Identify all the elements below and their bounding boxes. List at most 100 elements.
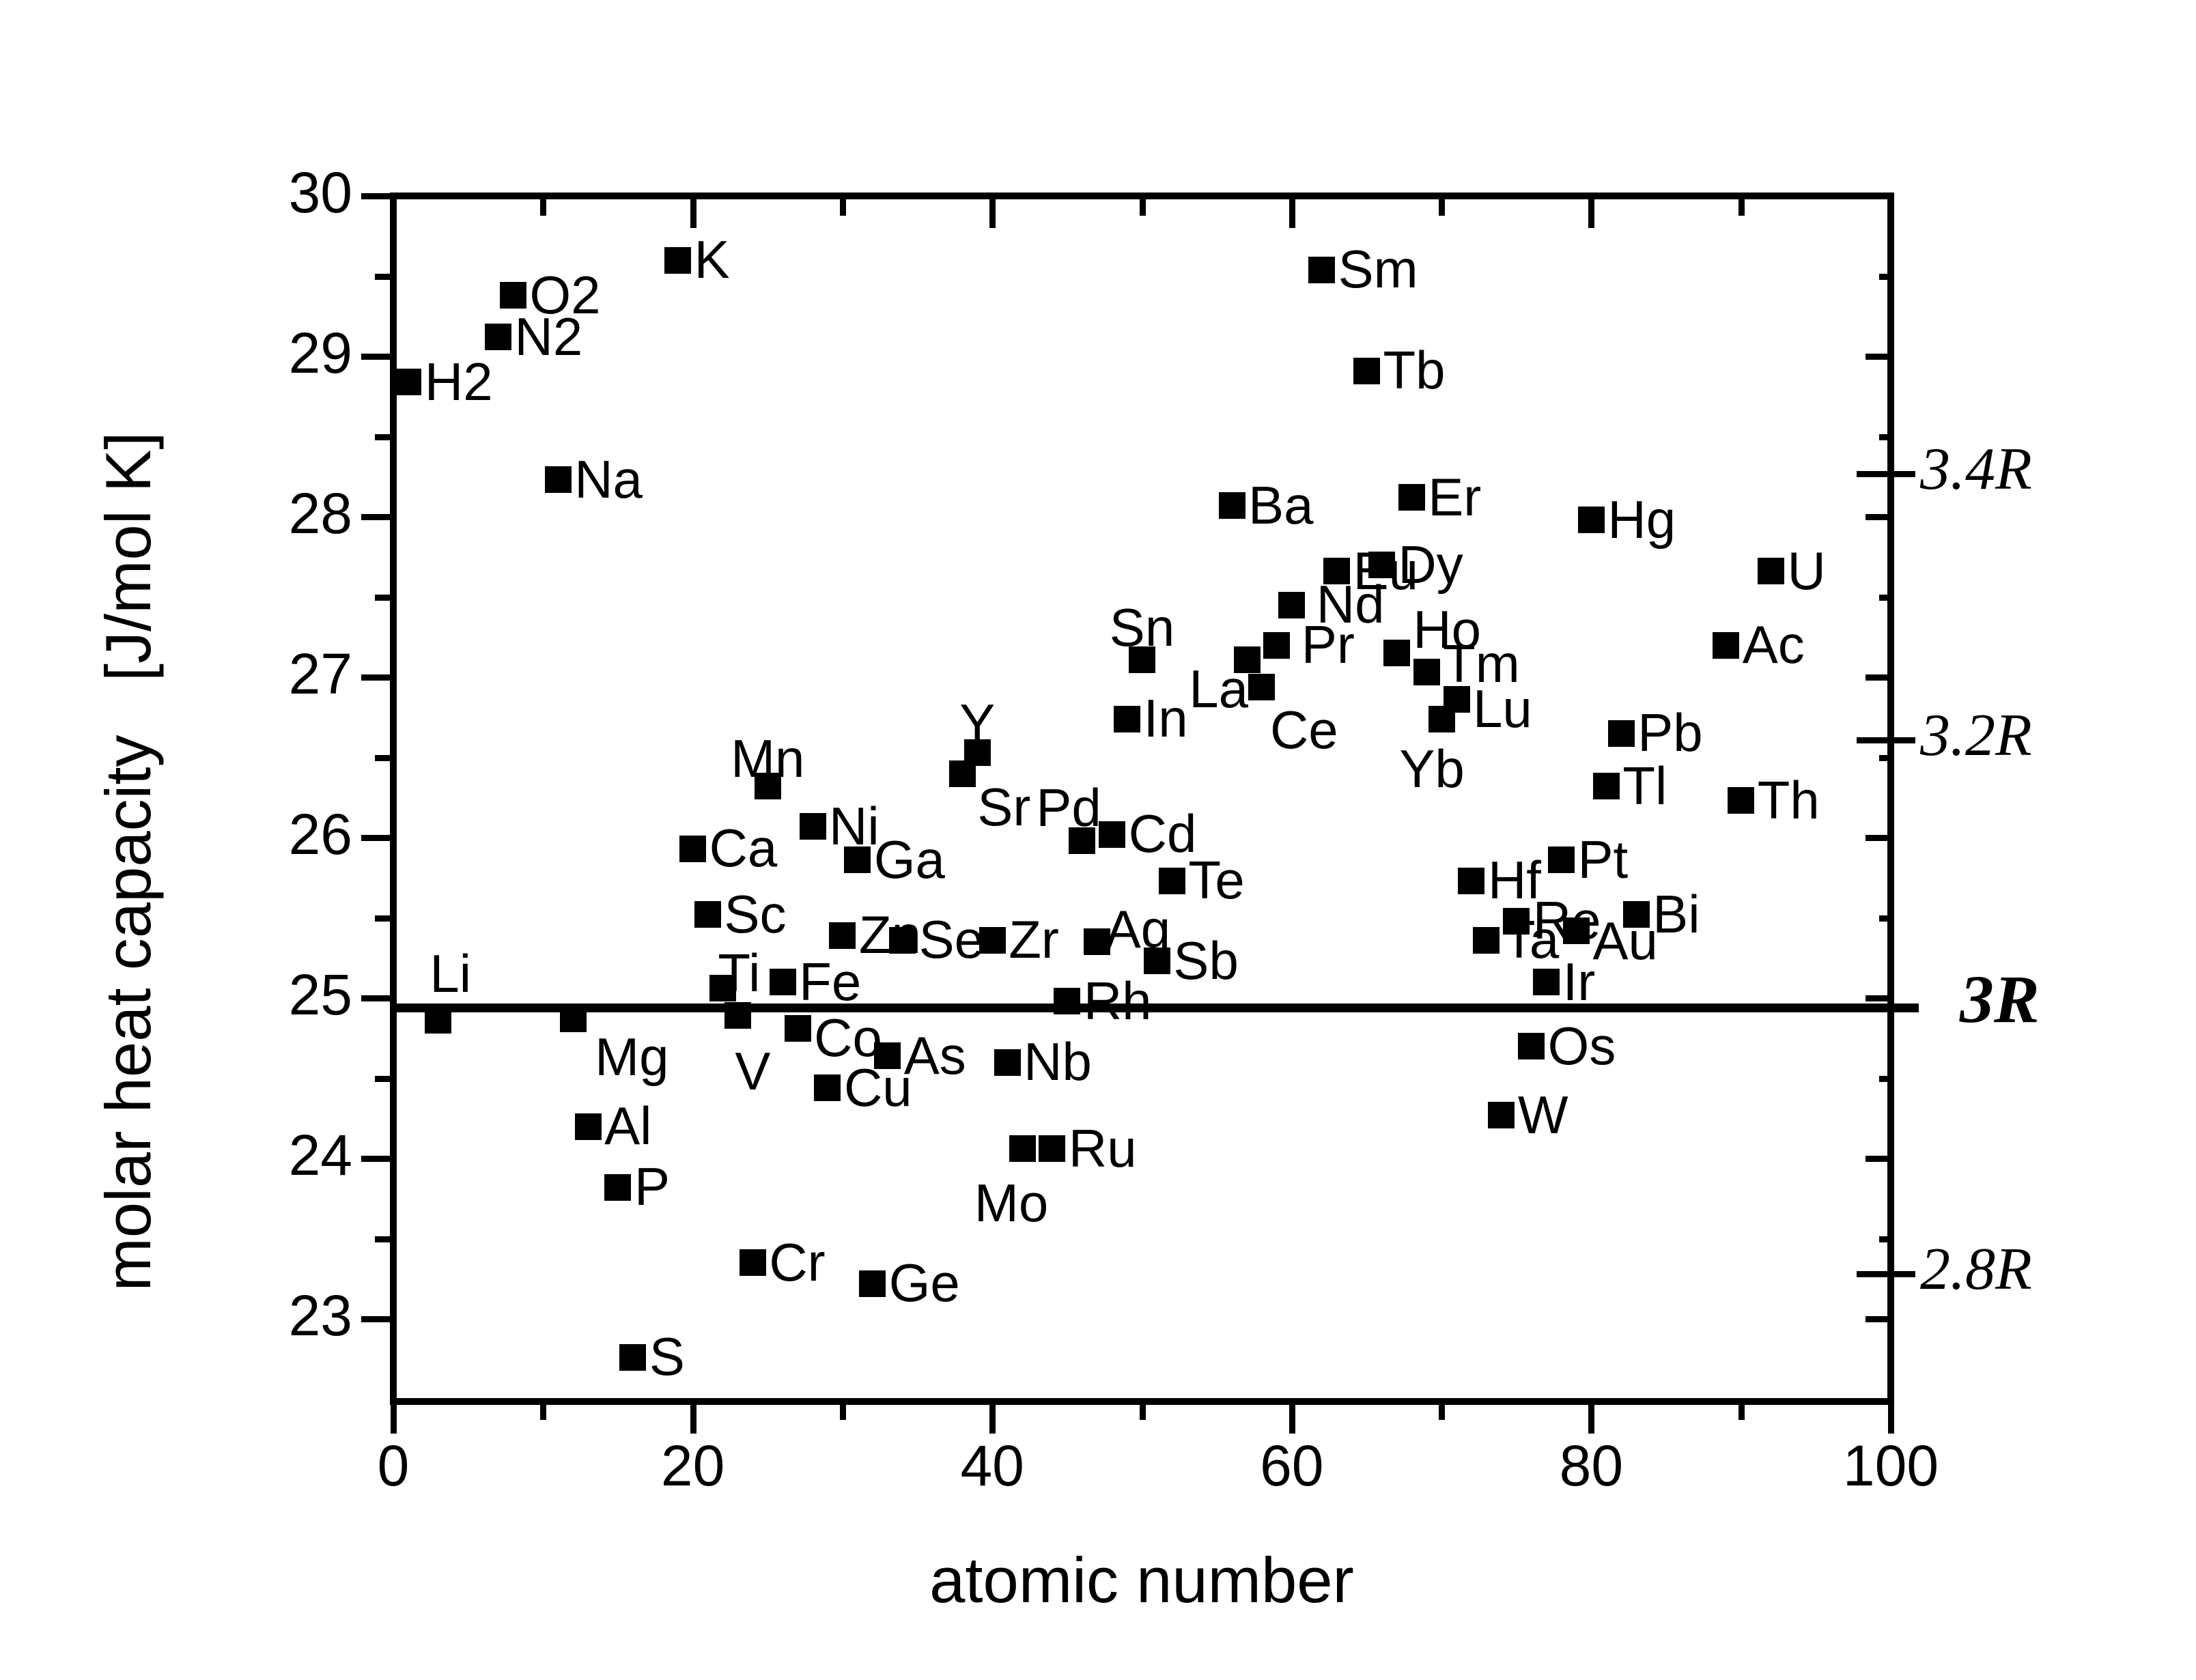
y-major-tick bbox=[361, 835, 390, 841]
y-major-tick-right bbox=[1866, 1156, 1894, 1162]
data-point-Ir bbox=[1533, 969, 1560, 995]
element-label-Ca: Ca bbox=[709, 818, 778, 879]
x-major-tick-top bbox=[989, 199, 996, 228]
x-major-tick-top bbox=[391, 199, 397, 228]
data-point-Au bbox=[1562, 917, 1590, 944]
y-minor-tick bbox=[375, 433, 390, 440]
element-label-Co: Co bbox=[814, 1007, 882, 1068]
element-label-Tl: Tl bbox=[1622, 755, 1667, 816]
y-minor-tick-right bbox=[1879, 754, 1894, 761]
element-label-Pr: Pr bbox=[1301, 614, 1355, 674]
element-label-Cd: Cd bbox=[1128, 803, 1197, 864]
y-minor-tick bbox=[375, 1236, 390, 1242]
x-tick-label: 60 bbox=[1260, 1434, 1324, 1498]
data-point-Mg bbox=[559, 1006, 587, 1033]
y-tick-label: 29 bbox=[288, 321, 352, 385]
data-point-Ce bbox=[1248, 673, 1276, 700]
element-label-Sb: Sb bbox=[1173, 930, 1239, 991]
data-point-Ho bbox=[1383, 640, 1410, 667]
element-label-K: K bbox=[694, 229, 730, 289]
x-tick-label: 40 bbox=[960, 1434, 1024, 1498]
y-major-tick-right bbox=[1866, 674, 1894, 681]
data-point-Nd bbox=[1278, 591, 1306, 618]
element-label-O2: O2 bbox=[529, 264, 601, 325]
data-point-U bbox=[1758, 558, 1785, 585]
x-tick-label: 80 bbox=[1559, 1434, 1624, 1498]
x-major-tick bbox=[690, 1404, 696, 1434]
data-point-In bbox=[1114, 705, 1141, 732]
element-label-Nd: Nd bbox=[1316, 574, 1385, 635]
y-tick-label: 26 bbox=[288, 802, 352, 866]
element-label-Sm: Sm bbox=[1338, 239, 1418, 300]
data-point-Re bbox=[1503, 907, 1530, 935]
element-label-Al: Al bbox=[604, 1096, 652, 1156]
x-major-tick-top bbox=[1588, 199, 1595, 228]
element-label-Li: Li bbox=[430, 943, 472, 1003]
element-label-Ru: Ru bbox=[1068, 1117, 1137, 1178]
x-minor-tick-top bbox=[1738, 199, 1745, 216]
element-label-Mg: Mg bbox=[595, 1026, 669, 1087]
element-label-N2: N2 bbox=[514, 306, 583, 367]
element-label-Pb: Pb bbox=[1637, 702, 1703, 763]
r-axis-tick bbox=[1857, 1271, 1915, 1278]
data-point-Pb bbox=[1607, 720, 1635, 747]
y-minor-tick bbox=[375, 915, 390, 922]
data-point-K bbox=[664, 246, 692, 274]
element-label-Ba: Ba bbox=[1248, 474, 1314, 535]
element-label-Hf: Hf bbox=[1487, 850, 1541, 911]
y-axis-title: molar heat capacity [J/mol K] bbox=[92, 431, 164, 1292]
y-minor-tick-right bbox=[1879, 1236, 1894, 1242]
data-point-Lu bbox=[1443, 686, 1470, 713]
data-point-S bbox=[619, 1343, 647, 1371]
x-minor-tick bbox=[1439, 1404, 1446, 1420]
element-label-Se: Se bbox=[918, 909, 985, 970]
data-point-Sb bbox=[1143, 948, 1170, 975]
data-point-Pt bbox=[1548, 846, 1575, 874]
y-major-tick-right bbox=[1866, 193, 1894, 199]
element-label-Lu: Lu bbox=[1473, 678, 1532, 739]
data-point-Os bbox=[1518, 1033, 1545, 1059]
data-point-Mo bbox=[1009, 1135, 1036, 1163]
y-major-tick bbox=[361, 193, 390, 199]
dulong-petit-3r-line bbox=[390, 1003, 1919, 1013]
data-point-Sn bbox=[1129, 646, 1155, 673]
data-point-O2 bbox=[499, 282, 526, 309]
data-point-Na bbox=[544, 466, 572, 494]
y-tick-label: 27 bbox=[288, 642, 352, 706]
data-point-Sm bbox=[1308, 256, 1336, 283]
x-major-tick bbox=[391, 1404, 397, 1434]
element-label-Ge: Ge bbox=[888, 1253, 960, 1313]
element-label-Cr: Cr bbox=[769, 1231, 826, 1292]
data-point-Cr bbox=[739, 1249, 766, 1277]
x-minor-tick-top bbox=[839, 199, 846, 216]
data-point-N2 bbox=[485, 324, 511, 351]
x-axis-title: atomic number bbox=[929, 1544, 1354, 1616]
data-point-Pr bbox=[1263, 631, 1291, 659]
r-axis-tick bbox=[1857, 737, 1915, 743]
y-major-tick bbox=[361, 995, 390, 1001]
x-minor-tick bbox=[839, 1404, 846, 1420]
data-point-H2 bbox=[395, 369, 422, 396]
data-point-Cu bbox=[814, 1074, 841, 1102]
x-major-tick bbox=[1888, 1404, 1894, 1434]
element-label-Na: Na bbox=[574, 449, 643, 509]
y-minor-tick-right bbox=[1879, 915, 1894, 922]
x-minor-tick-top bbox=[1439, 199, 1446, 216]
x-minor-tick bbox=[1738, 1404, 1745, 1420]
data-point-Nb bbox=[994, 1049, 1021, 1076]
element-label-Ni: Ni bbox=[829, 795, 879, 856]
element-label-Tb: Tb bbox=[1383, 340, 1446, 401]
x-tick-label: 100 bbox=[1842, 1434, 1939, 1498]
y-minor-tick-right bbox=[1879, 273, 1894, 280]
data-point-Bi bbox=[1622, 901, 1650, 928]
x-minor-tick bbox=[540, 1404, 547, 1420]
data-point-Hg bbox=[1577, 507, 1605, 534]
y-major-tick bbox=[361, 354, 390, 360]
data-point-Ti bbox=[709, 975, 736, 1002]
data-point-Te bbox=[1158, 867, 1185, 894]
data-point-Al bbox=[574, 1113, 602, 1140]
element-label-Cu: Cu bbox=[843, 1057, 912, 1117]
data-point-Ac bbox=[1713, 631, 1740, 659]
data-point-Cd bbox=[1099, 821, 1126, 848]
